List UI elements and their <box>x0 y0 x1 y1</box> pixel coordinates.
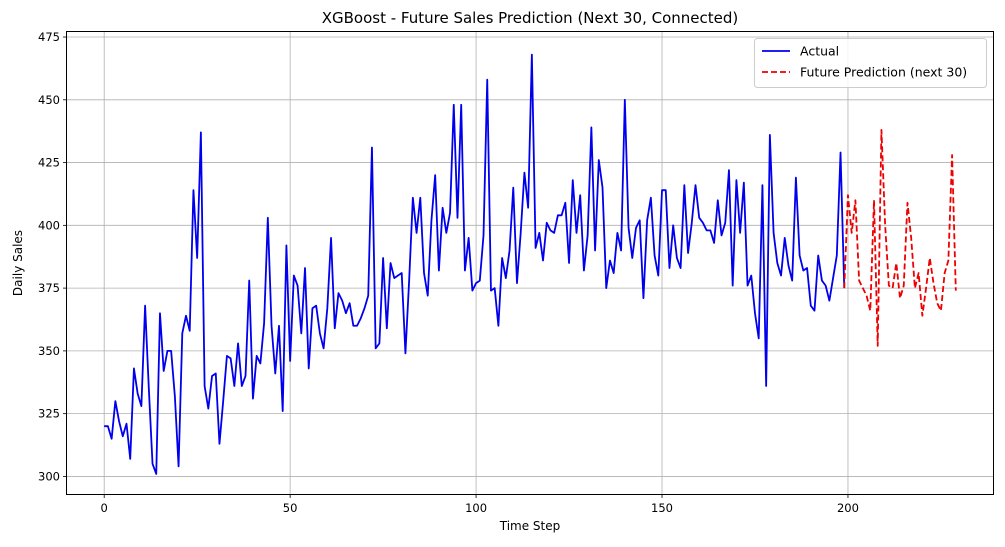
y-tick-label: 450 <box>38 93 60 107</box>
x-tick-label: 0 <box>101 501 108 515</box>
y-axis-ticks: 300 325 350 375 400 425 450 475 <box>38 30 67 483</box>
y-tick-label: 425 <box>38 156 60 170</box>
x-tick-label: 150 <box>651 501 673 515</box>
x-tick-label: 100 <box>465 501 487 515</box>
x-axis-ticks: 0 50 100 150 200 <box>101 494 859 515</box>
legend-box <box>754 38 987 88</box>
x-tick-label: 200 <box>837 501 859 515</box>
legend-label-prediction: Future Prediction (next 30) <box>800 65 967 80</box>
chart-title: XGBoost - Future Sales Prediction (Next … <box>322 9 739 27</box>
series-line-actual <box>104 53 846 475</box>
y-tick-label: 400 <box>38 218 60 232</box>
plot-frame <box>66 31 994 495</box>
series-lines <box>104 53 957 475</box>
y-tick-label: 300 <box>38 469 60 483</box>
y-tick-label: 350 <box>38 344 60 358</box>
y-axis-label: Daily Sales <box>11 230 25 296</box>
x-axis-label: Time Step <box>499 519 561 533</box>
series-line-prediction <box>843 129 957 347</box>
legend: Actual Future Prediction (next 30) <box>754 38 987 88</box>
y-tick-label: 475 <box>38 30 60 44</box>
y-tick-label: 375 <box>38 281 60 295</box>
legend-label-actual: Actual <box>800 44 839 59</box>
y-tick-label: 325 <box>38 407 60 421</box>
x-tick-label: 50 <box>283 501 298 515</box>
